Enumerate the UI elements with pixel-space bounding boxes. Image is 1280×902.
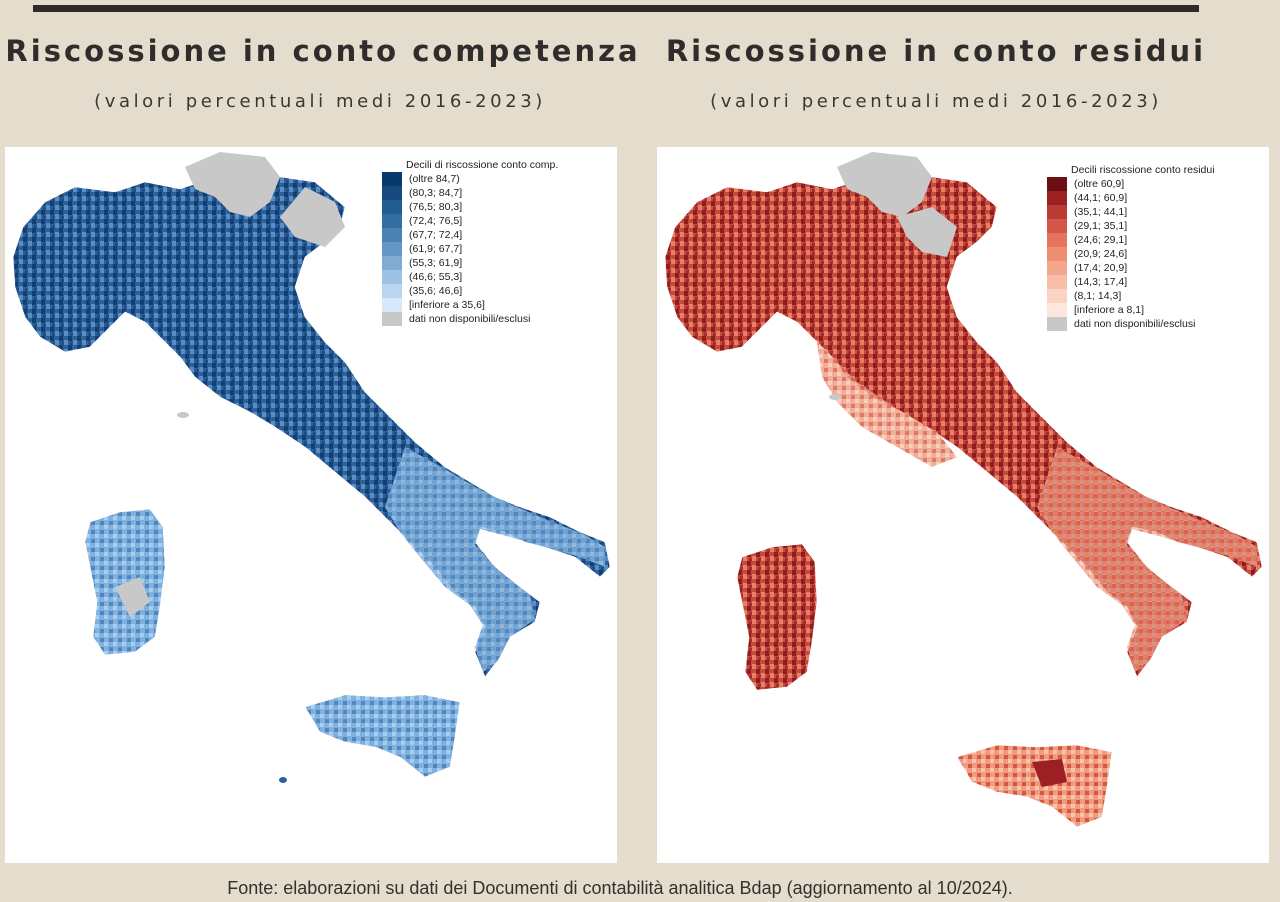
legend-label: (35,6; 46,6] bbox=[409, 285, 463, 297]
center-light bbox=[817, 342, 957, 467]
legend-swatch bbox=[382, 214, 402, 228]
legend-swatch bbox=[382, 172, 402, 186]
sicily-dark bbox=[1032, 759, 1067, 787]
elba bbox=[829, 394, 841, 400]
legend-label: (17,4; 20,9] bbox=[1074, 262, 1128, 274]
legend-swatch bbox=[382, 242, 402, 256]
legend-label: (46,6; 55,3] bbox=[409, 271, 463, 283]
legend-label: [inferiore a 35,6] bbox=[409, 299, 485, 311]
legend-swatch bbox=[1047, 219, 1067, 233]
left-map-panel: Decili di riscossione conto comp. (oltre… bbox=[5, 147, 617, 863]
sardinia bbox=[84, 508, 166, 656]
legend-label: (20,9; 24,6] bbox=[1074, 248, 1128, 260]
lampedusa bbox=[279, 777, 287, 783]
excluded-east bbox=[280, 187, 345, 247]
legend-swatch bbox=[1047, 191, 1067, 205]
legend-swatch bbox=[382, 228, 402, 242]
sicily bbox=[956, 744, 1113, 828]
sicily bbox=[304, 694, 461, 778]
elba bbox=[177, 412, 189, 418]
legend-label: dati non disponibili/esclusi bbox=[409, 313, 531, 325]
sardinia bbox=[736, 543, 818, 691]
legend-label: (oltre 60,9] bbox=[1074, 178, 1125, 190]
legend-swatch bbox=[382, 312, 402, 326]
legend-swatch bbox=[1047, 247, 1067, 261]
source-footnote: Fonte: elaborazioni su dati dei Document… bbox=[227, 878, 1013, 898]
left-italy-map bbox=[12, 152, 611, 783]
legend-label: (67,7; 72,4] bbox=[409, 229, 463, 241]
right-map-title: Riscossione in conto residui bbox=[665, 34, 1207, 68]
excluded-east bbox=[897, 207, 957, 257]
right-italy-map bbox=[664, 152, 1263, 828]
legend-label: (29,1; 35,1] bbox=[1074, 220, 1128, 232]
legend-label: (72,4; 76,5] bbox=[409, 215, 463, 227]
legend-swatch bbox=[382, 200, 402, 214]
legend-swatch bbox=[1047, 233, 1067, 247]
right-map-subtitle: (valori percentuali medi 2016-2023) bbox=[710, 91, 1162, 112]
legend-swatch bbox=[382, 284, 402, 298]
legend-label: (35,1; 44,1] bbox=[1074, 206, 1128, 218]
excluded-north bbox=[185, 152, 280, 217]
legend-label: (14,3; 17,4] bbox=[1074, 276, 1128, 288]
legend-swatch bbox=[1047, 317, 1067, 331]
legend-label: (24,6; 29,1] bbox=[1074, 234, 1128, 246]
legend-label: (76,5; 80,3] bbox=[409, 201, 463, 213]
legend-label: (80,3; 84,7] bbox=[409, 187, 463, 199]
legend-swatch bbox=[1047, 303, 1067, 317]
legend-swatch bbox=[1047, 261, 1067, 275]
south-light bbox=[1037, 447, 1257, 672]
legend-swatch bbox=[382, 256, 402, 270]
right-legend-title: Decili riscossione conto residui bbox=[1071, 164, 1215, 176]
left-map-title: Riscossione in conto competenza bbox=[5, 34, 641, 68]
legend-label: (55,3; 61,9] bbox=[409, 257, 463, 269]
legend-swatch bbox=[1047, 205, 1067, 219]
top-divider bbox=[33, 5, 1199, 12]
south-light bbox=[385, 447, 605, 672]
legend-swatch bbox=[382, 298, 402, 312]
legend-swatch bbox=[1047, 289, 1067, 303]
legend-label: (61,9; 67,7] bbox=[409, 243, 463, 255]
legend-swatch bbox=[382, 186, 402, 200]
legend-label: [inferiore a 8,1] bbox=[1074, 304, 1145, 316]
legend-swatch bbox=[382, 270, 402, 284]
right-map-panel: Decili riscossione conto residui (oltre … bbox=[657, 147, 1269, 863]
legend-label: (8,1; 14,3] bbox=[1074, 290, 1122, 302]
legend-swatch bbox=[1047, 275, 1067, 289]
legend-label: (44,1; 60,9] bbox=[1074, 192, 1128, 204]
left-map-subtitle: (valori percentuali medi 2016-2023) bbox=[94, 91, 546, 112]
left-legend-title: Decili di riscossione conto comp. bbox=[406, 159, 559, 171]
sardinia-grey bbox=[115, 577, 150, 617]
legend-label: (oltre 84,7) bbox=[409, 173, 460, 185]
legend-label: dati non disponibili/esclusi bbox=[1074, 318, 1196, 330]
excluded-north bbox=[837, 152, 932, 217]
legend-swatch bbox=[1047, 177, 1067, 191]
